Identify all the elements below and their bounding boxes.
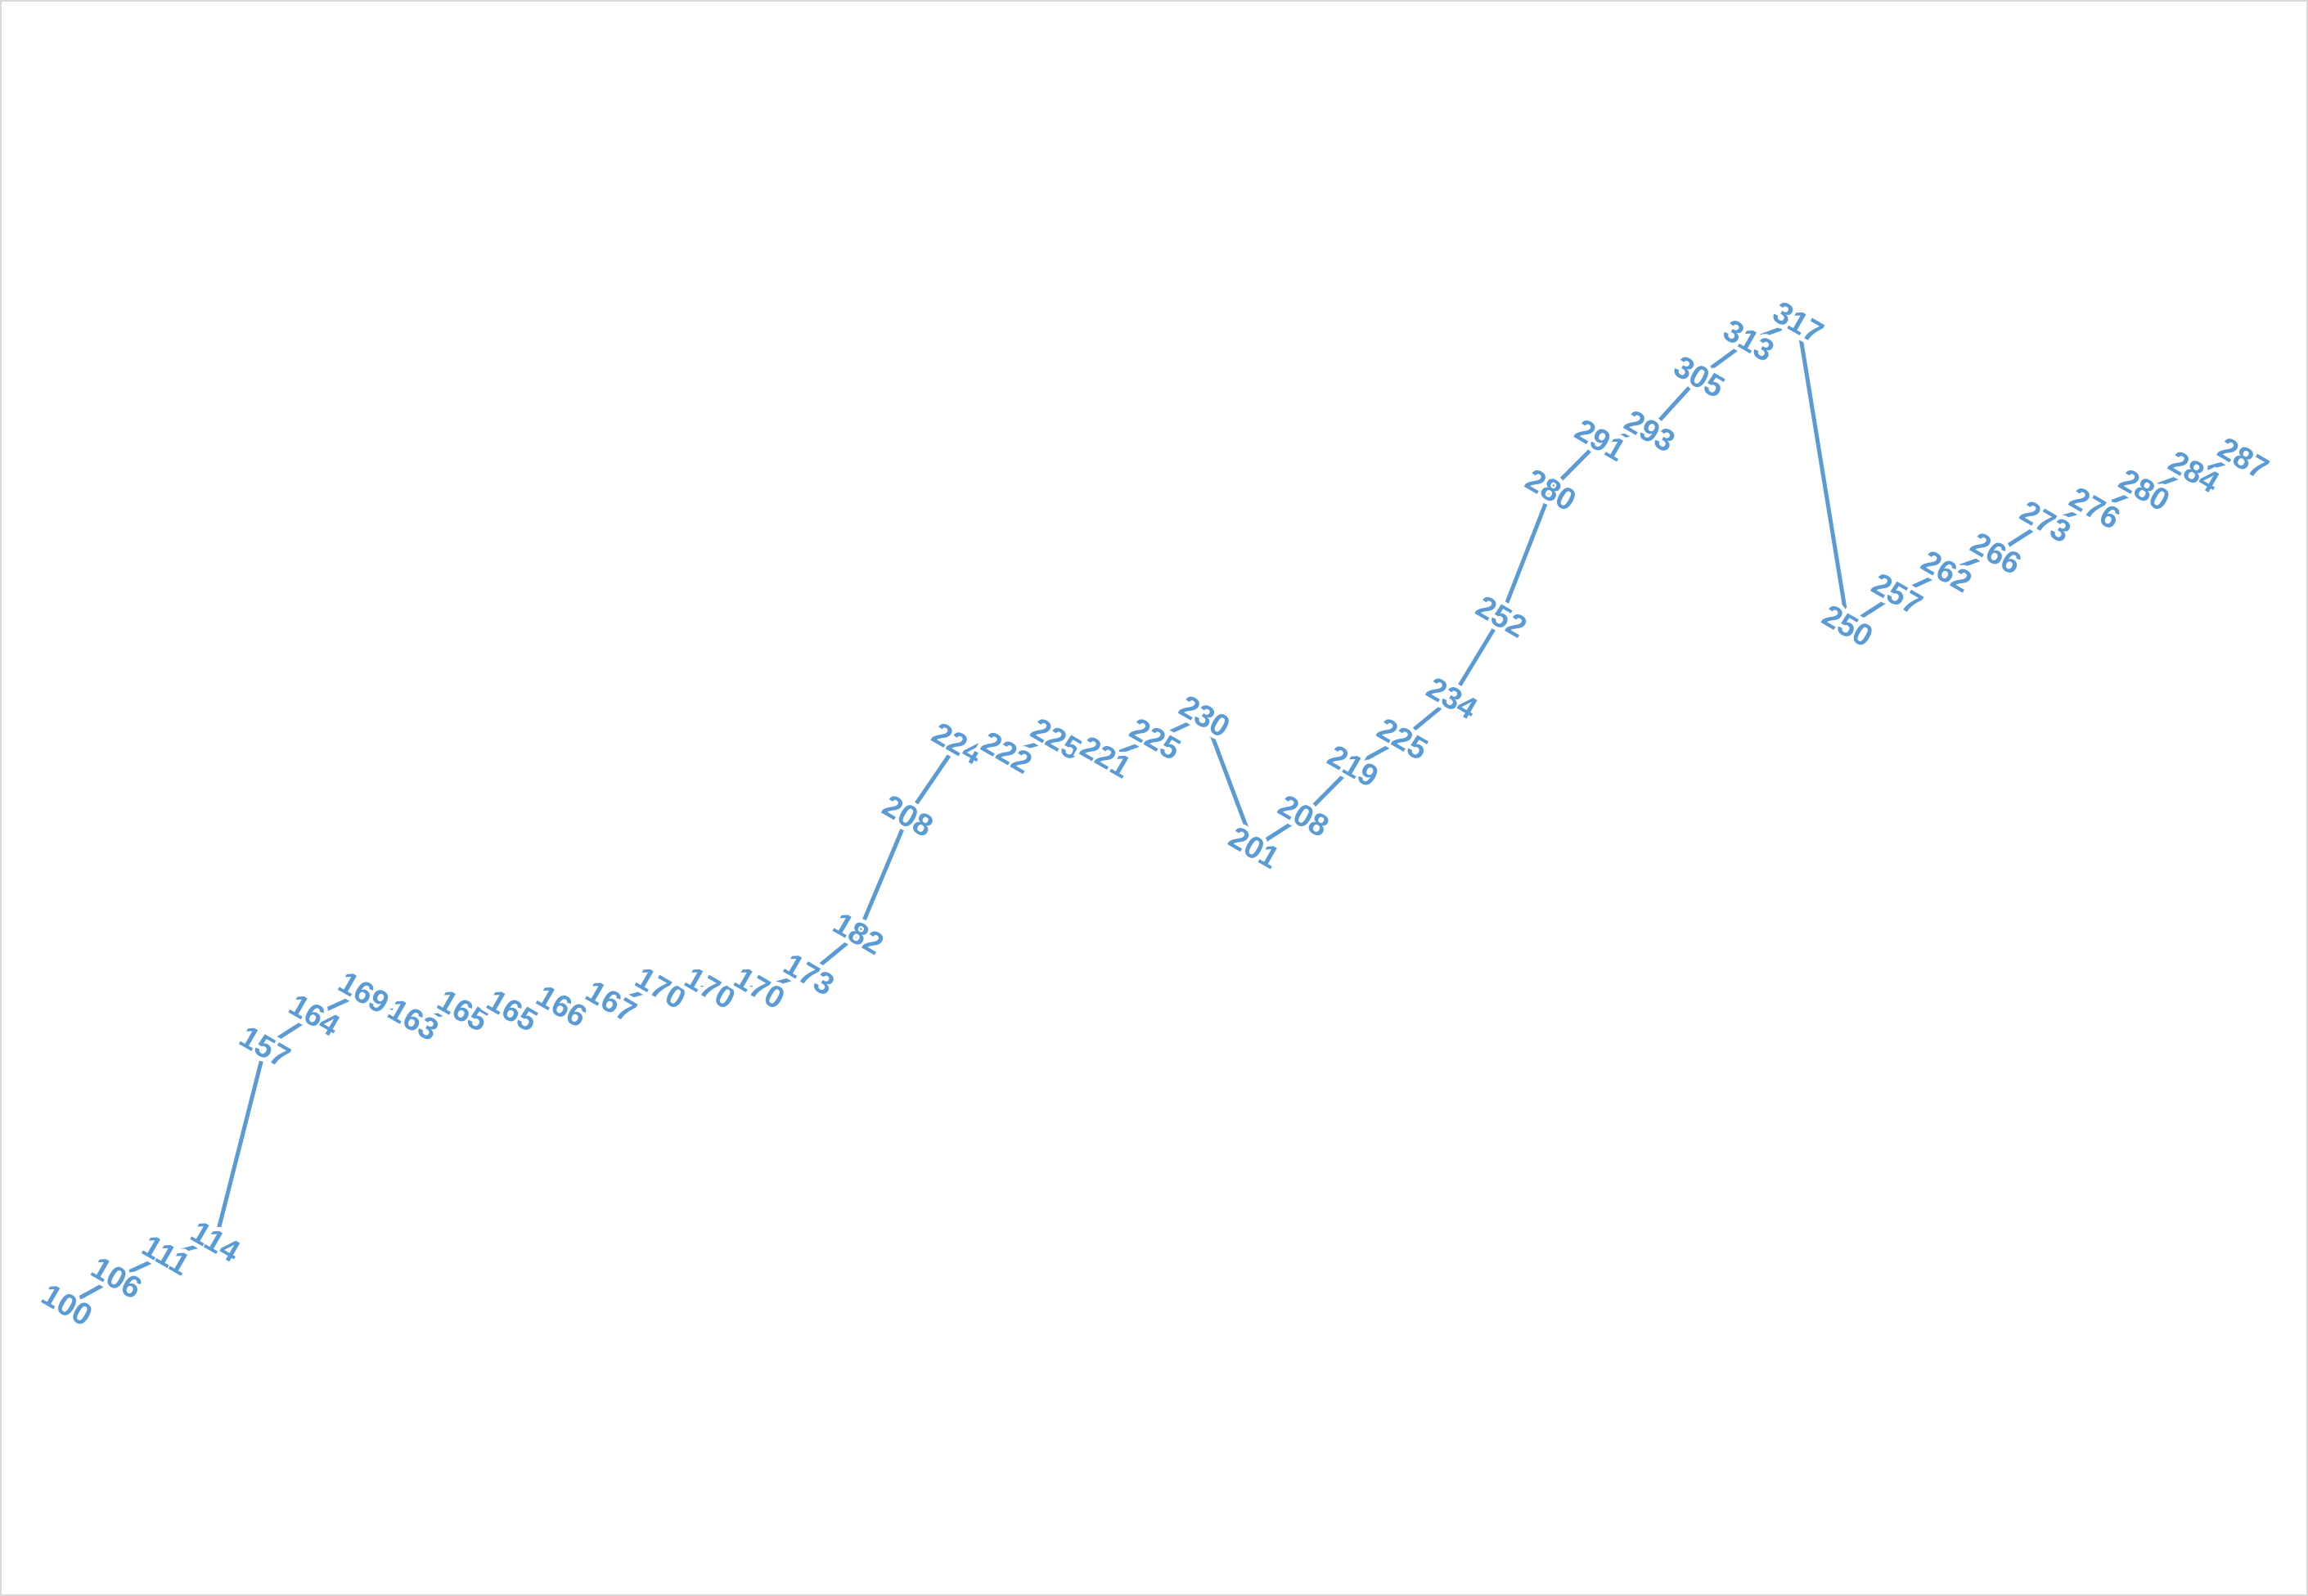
data-label: 167 bbox=[580, 974, 642, 1030]
line-segment bbox=[1549, 438, 1603, 492]
data-label: 273 bbox=[2014, 494, 2076, 550]
data-label: 287 bbox=[2212, 431, 2274, 487]
line-segment bbox=[213, 1045, 268, 1244]
line-segment bbox=[1400, 695, 1455, 741]
line-segment bbox=[312, 990, 367, 1018]
line-segment bbox=[955, 741, 1010, 755]
line-segment bbox=[362, 990, 416, 1022]
data-label: 224 bbox=[926, 717, 988, 772]
data-label: 170 bbox=[728, 960, 790, 1016]
line-segment bbox=[1796, 320, 1850, 628]
line-segment bbox=[263, 1013, 317, 1050]
line-segment bbox=[2043, 506, 2098, 524]
data-label: 208 bbox=[876, 789, 938, 844]
data-label: 166 bbox=[530, 979, 592, 1035]
line-segment bbox=[1598, 429, 1653, 443]
line-segment bbox=[1104, 736, 1158, 759]
line-segment bbox=[1005, 736, 1059, 755]
line-segment bbox=[906, 741, 960, 818]
line-segment bbox=[609, 986, 663, 1004]
line-segment bbox=[1351, 736, 1405, 768]
line-segment bbox=[757, 972, 812, 991]
line-segment bbox=[164, 1239, 218, 1257]
line-segment bbox=[114, 1252, 169, 1280]
data-label: 114 bbox=[185, 1215, 245, 1270]
data-label: 201 bbox=[1222, 820, 1284, 876]
line-segment bbox=[1252, 813, 1306, 850]
line-segment bbox=[1301, 763, 1356, 818]
data-label: 100 bbox=[36, 1278, 98, 1333]
line-segment bbox=[1895, 569, 1949, 596]
line-segment bbox=[1499, 488, 1554, 619]
line-segment bbox=[1648, 374, 1702, 434]
data-label: 252 bbox=[1470, 590, 1532, 645]
line-segment bbox=[560, 999, 614, 1009]
line-segment bbox=[2142, 470, 2197, 492]
line-segment bbox=[1153, 714, 1207, 741]
data-label: 157 bbox=[233, 1019, 295, 1075]
line-segment bbox=[1054, 736, 1109, 759]
data-label: 163 bbox=[382, 992, 444, 1048]
data-label: 305 bbox=[1668, 349, 1730, 405]
line-segment bbox=[1845, 591, 1900, 628]
data-label: 250 bbox=[1816, 599, 1878, 654]
line-segment bbox=[1746, 320, 1801, 343]
data-label: 222 bbox=[975, 726, 1037, 781]
data-label: 165 bbox=[481, 983, 543, 1039]
data-label: 293 bbox=[1618, 404, 1680, 460]
line-segment bbox=[411, 1008, 466, 1022]
line-segment bbox=[1202, 714, 1257, 850]
line-segment bbox=[2192, 456, 2246, 474]
line-segment bbox=[510, 1004, 565, 1013]
line-segment bbox=[1697, 338, 1751, 379]
line-segment bbox=[2093, 488, 2147, 510]
line-segment bbox=[856, 813, 911, 936]
line-segment bbox=[65, 1275, 119, 1307]
line-segment bbox=[1944, 551, 1999, 573]
line-segment bbox=[807, 931, 861, 977]
line-segment bbox=[1450, 614, 1504, 700]
line-segment bbox=[1994, 519, 2048, 555]
